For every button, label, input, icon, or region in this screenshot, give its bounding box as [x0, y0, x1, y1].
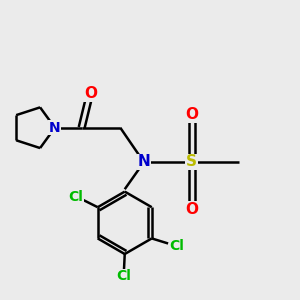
Text: O: O: [185, 107, 198, 122]
Text: O: O: [185, 202, 198, 217]
Text: N: N: [49, 121, 61, 135]
Text: Cl: Cl: [68, 190, 83, 204]
Text: S: S: [186, 154, 197, 169]
Text: Cl: Cl: [169, 239, 184, 253]
Text: Cl: Cl: [116, 269, 131, 283]
Text: O: O: [84, 86, 97, 101]
Text: N: N: [138, 154, 150, 169]
